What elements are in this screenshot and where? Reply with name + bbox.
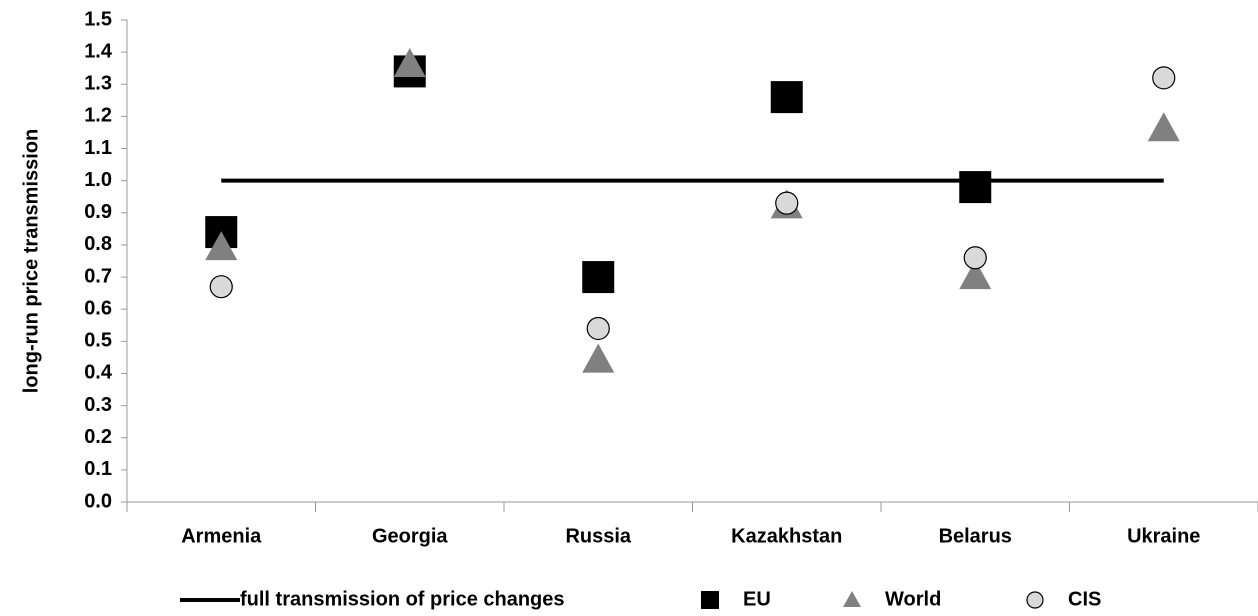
- marker-square: [582, 261, 615, 294]
- marker-triangle: [205, 231, 238, 261]
- legend-swatch: [1026, 591, 1044, 609]
- x-tick-label: Georgia: [372, 525, 448, 547]
- marker-circle: [963, 246, 987, 270]
- y-tick-label: 0.1: [84, 458, 112, 480]
- marker-triangle: [393, 47, 426, 77]
- y-tick-label: 0.6: [84, 297, 112, 319]
- x-tick-label: Armenia: [181, 525, 262, 547]
- x-tick-label: Ukraine: [1127, 525, 1200, 547]
- y-tick-label: 0.9: [84, 201, 112, 223]
- marker-square: [959, 171, 992, 204]
- marker-triangle: [1147, 112, 1180, 142]
- y-tick-label: 1.1: [84, 137, 112, 159]
- marker-circle: [209, 275, 233, 299]
- y-tick-label: 1.0: [84, 169, 112, 191]
- y-tick-label: 1.3: [84, 73, 112, 95]
- y-tick-label: 0.5: [84, 330, 112, 352]
- y-tick-label: 1.5: [84, 8, 112, 30]
- legend-label: full transmission of price changes: [240, 588, 565, 610]
- marker-square: [770, 81, 803, 114]
- y-tick-label: 0.2: [84, 426, 112, 448]
- y-tick-label: 0.3: [84, 394, 112, 416]
- y-tick-label: 1.2: [84, 105, 112, 127]
- marker-circle: [586, 316, 610, 341]
- y-tick-label: 0.7: [84, 265, 112, 287]
- legend-label: World: [885, 588, 941, 610]
- x-tick-label: Belarus: [939, 525, 1012, 547]
- y-tick-label: 1.4: [84, 40, 113, 62]
- y-tick-label: 0.8: [84, 233, 112, 255]
- marker-circle: [775, 191, 799, 215]
- marker-triangle: [959, 260, 992, 290]
- legend-swatch: [701, 591, 719, 609]
- marker-circle: [1152, 66, 1176, 90]
- x-tick-label: Russia: [565, 525, 631, 547]
- x-tick-label: Kazakhstan: [731, 525, 842, 547]
- y-tick-label: 0.4: [84, 362, 113, 384]
- marker-triangle: [582, 343, 615, 373]
- legend-swatch: [843, 591, 861, 607]
- y-tick-label: 0.0: [84, 490, 112, 512]
- y-axis-label: long-run price transmission: [20, 129, 42, 393]
- legend-label: CIS: [1068, 588, 1101, 610]
- legend-label: EU: [743, 588, 771, 610]
